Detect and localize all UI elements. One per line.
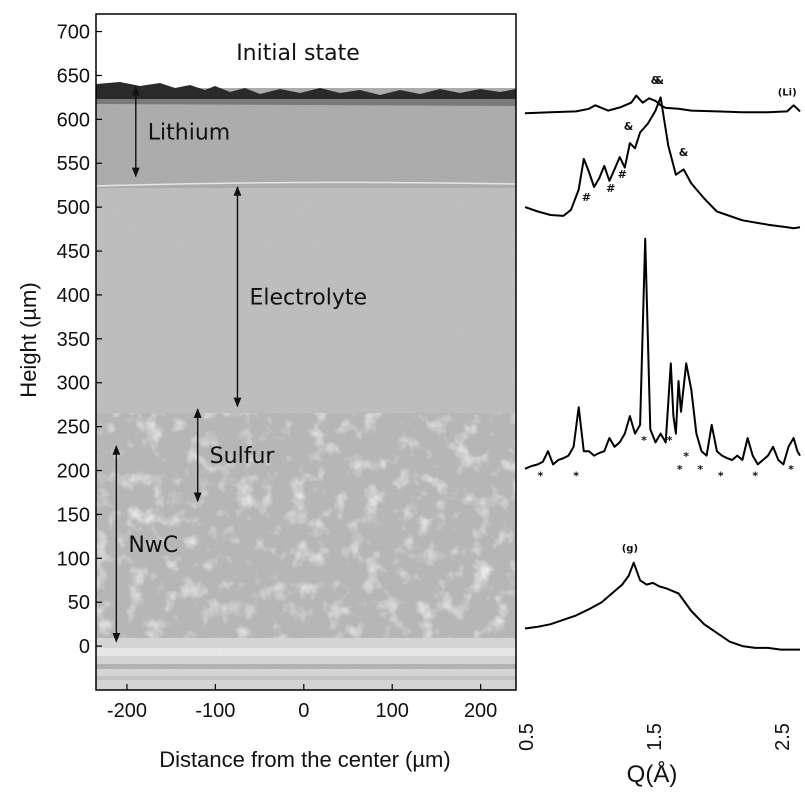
- peak-marker: #: [582, 191, 591, 204]
- x-tick-label: -200: [107, 700, 147, 722]
- peak-marker: &: [679, 146, 689, 159]
- y-tick-label: 500: [57, 197, 90, 219]
- peak-marker: &: [651, 74, 661, 87]
- layer-label-nwc: NwC: [128, 533, 178, 558]
- peak-marker: &: [655, 74, 665, 87]
- layer-label-sulfur: Sulfur: [210, 444, 276, 469]
- y-tick-label: 700: [57, 22, 90, 44]
- x-tick-label: 200: [464, 700, 497, 722]
- y-tick-label: 200: [57, 461, 90, 483]
- peak-marker: *: [677, 463, 683, 476]
- spectrum-line-2: [524, 96, 801, 230]
- peak-marker: &: [624, 120, 634, 133]
- spectrum-line-3: [524, 237, 801, 470]
- layer-annotations: Lithium Electrolyte Sulfur NwC: [112, 85, 367, 643]
- initial-state-label: Initial state: [236, 41, 360, 66]
- x-tick-label: 100: [376, 700, 409, 722]
- peak-marker: *: [788, 463, 794, 476]
- peak-marker: #: [618, 168, 627, 181]
- y-tick-label: 150: [57, 504, 90, 526]
- plot-frame: [95, 13, 517, 691]
- q-tick-label: 2.5: [772, 723, 794, 751]
- y-tick-label: 450: [57, 241, 90, 263]
- y-tick-label: 600: [57, 109, 90, 131]
- peak-marker: #: [606, 182, 615, 195]
- x-axis: -200 -100 0 100 200: [107, 684, 497, 722]
- spectra-lines: [524, 94, 801, 651]
- peak-marker: *: [752, 469, 758, 482]
- tomography-panel: 7006506005505004504003503002502001501005…: [16, 13, 517, 772]
- y-tick-label: 650: [57, 65, 90, 87]
- y-tick-label: 0: [79, 636, 90, 658]
- peak-marker: *: [537, 469, 543, 482]
- x-tick-label: 0: [298, 700, 309, 722]
- layer-label-electrolyte: Electrolyte: [249, 286, 367, 311]
- y-tick-label: 50: [68, 592, 90, 614]
- spectrum-line-1: [524, 94, 801, 115]
- y-axis: 7006506005505004504003503002502001501005…: [57, 22, 102, 658]
- layer-label-lithium: Lithium: [148, 121, 230, 146]
- lithium-surface: [96, 82, 516, 99]
- q-axis-title: Q(Å): [627, 760, 678, 788]
- x-tick-label: -100: [195, 700, 235, 722]
- peak-marker: *: [573, 469, 579, 482]
- spectrum-line-4: [524, 561, 800, 651]
- q-tick-label: 1.5: [644, 723, 666, 751]
- lithium-electrolyte-interface: [96, 181, 516, 187]
- q-tick-label: 0.5: [516, 723, 538, 751]
- peak-marker: *: [683, 450, 689, 463]
- y-tick-label: 250: [57, 417, 90, 439]
- y-tick-label: 100: [57, 548, 90, 570]
- peak-marker: *: [697, 463, 703, 476]
- q-axis: 0.5 1.5 2.5: [516, 723, 794, 751]
- y-axis-title: Height (µm): [16, 282, 41, 397]
- peak-marker: *: [718, 469, 724, 482]
- y-tick-label: 350: [57, 329, 90, 351]
- y-tick-label: 400: [57, 285, 90, 307]
- tomography-image: [96, 14, 516, 690]
- peak-marker: (g): [622, 543, 638, 554]
- peak-marker: (Li): [778, 88, 797, 99]
- peak-marker: *: [641, 434, 647, 447]
- y-tick-label: 300: [57, 373, 90, 395]
- peak-marker: *: [667, 434, 673, 447]
- spectra-panel: &(Li)###&&&* ** **** * * *(g) 0.5 1.5 2.5 Q(Å): [516, 74, 801, 788]
- x-axis-title: Distance from the center (µm): [159, 747, 450, 772]
- spectra-annotations: &(Li)###&&&* ** **** * * *(g): [537, 74, 796, 554]
- y-tick-label: 550: [57, 153, 90, 175]
